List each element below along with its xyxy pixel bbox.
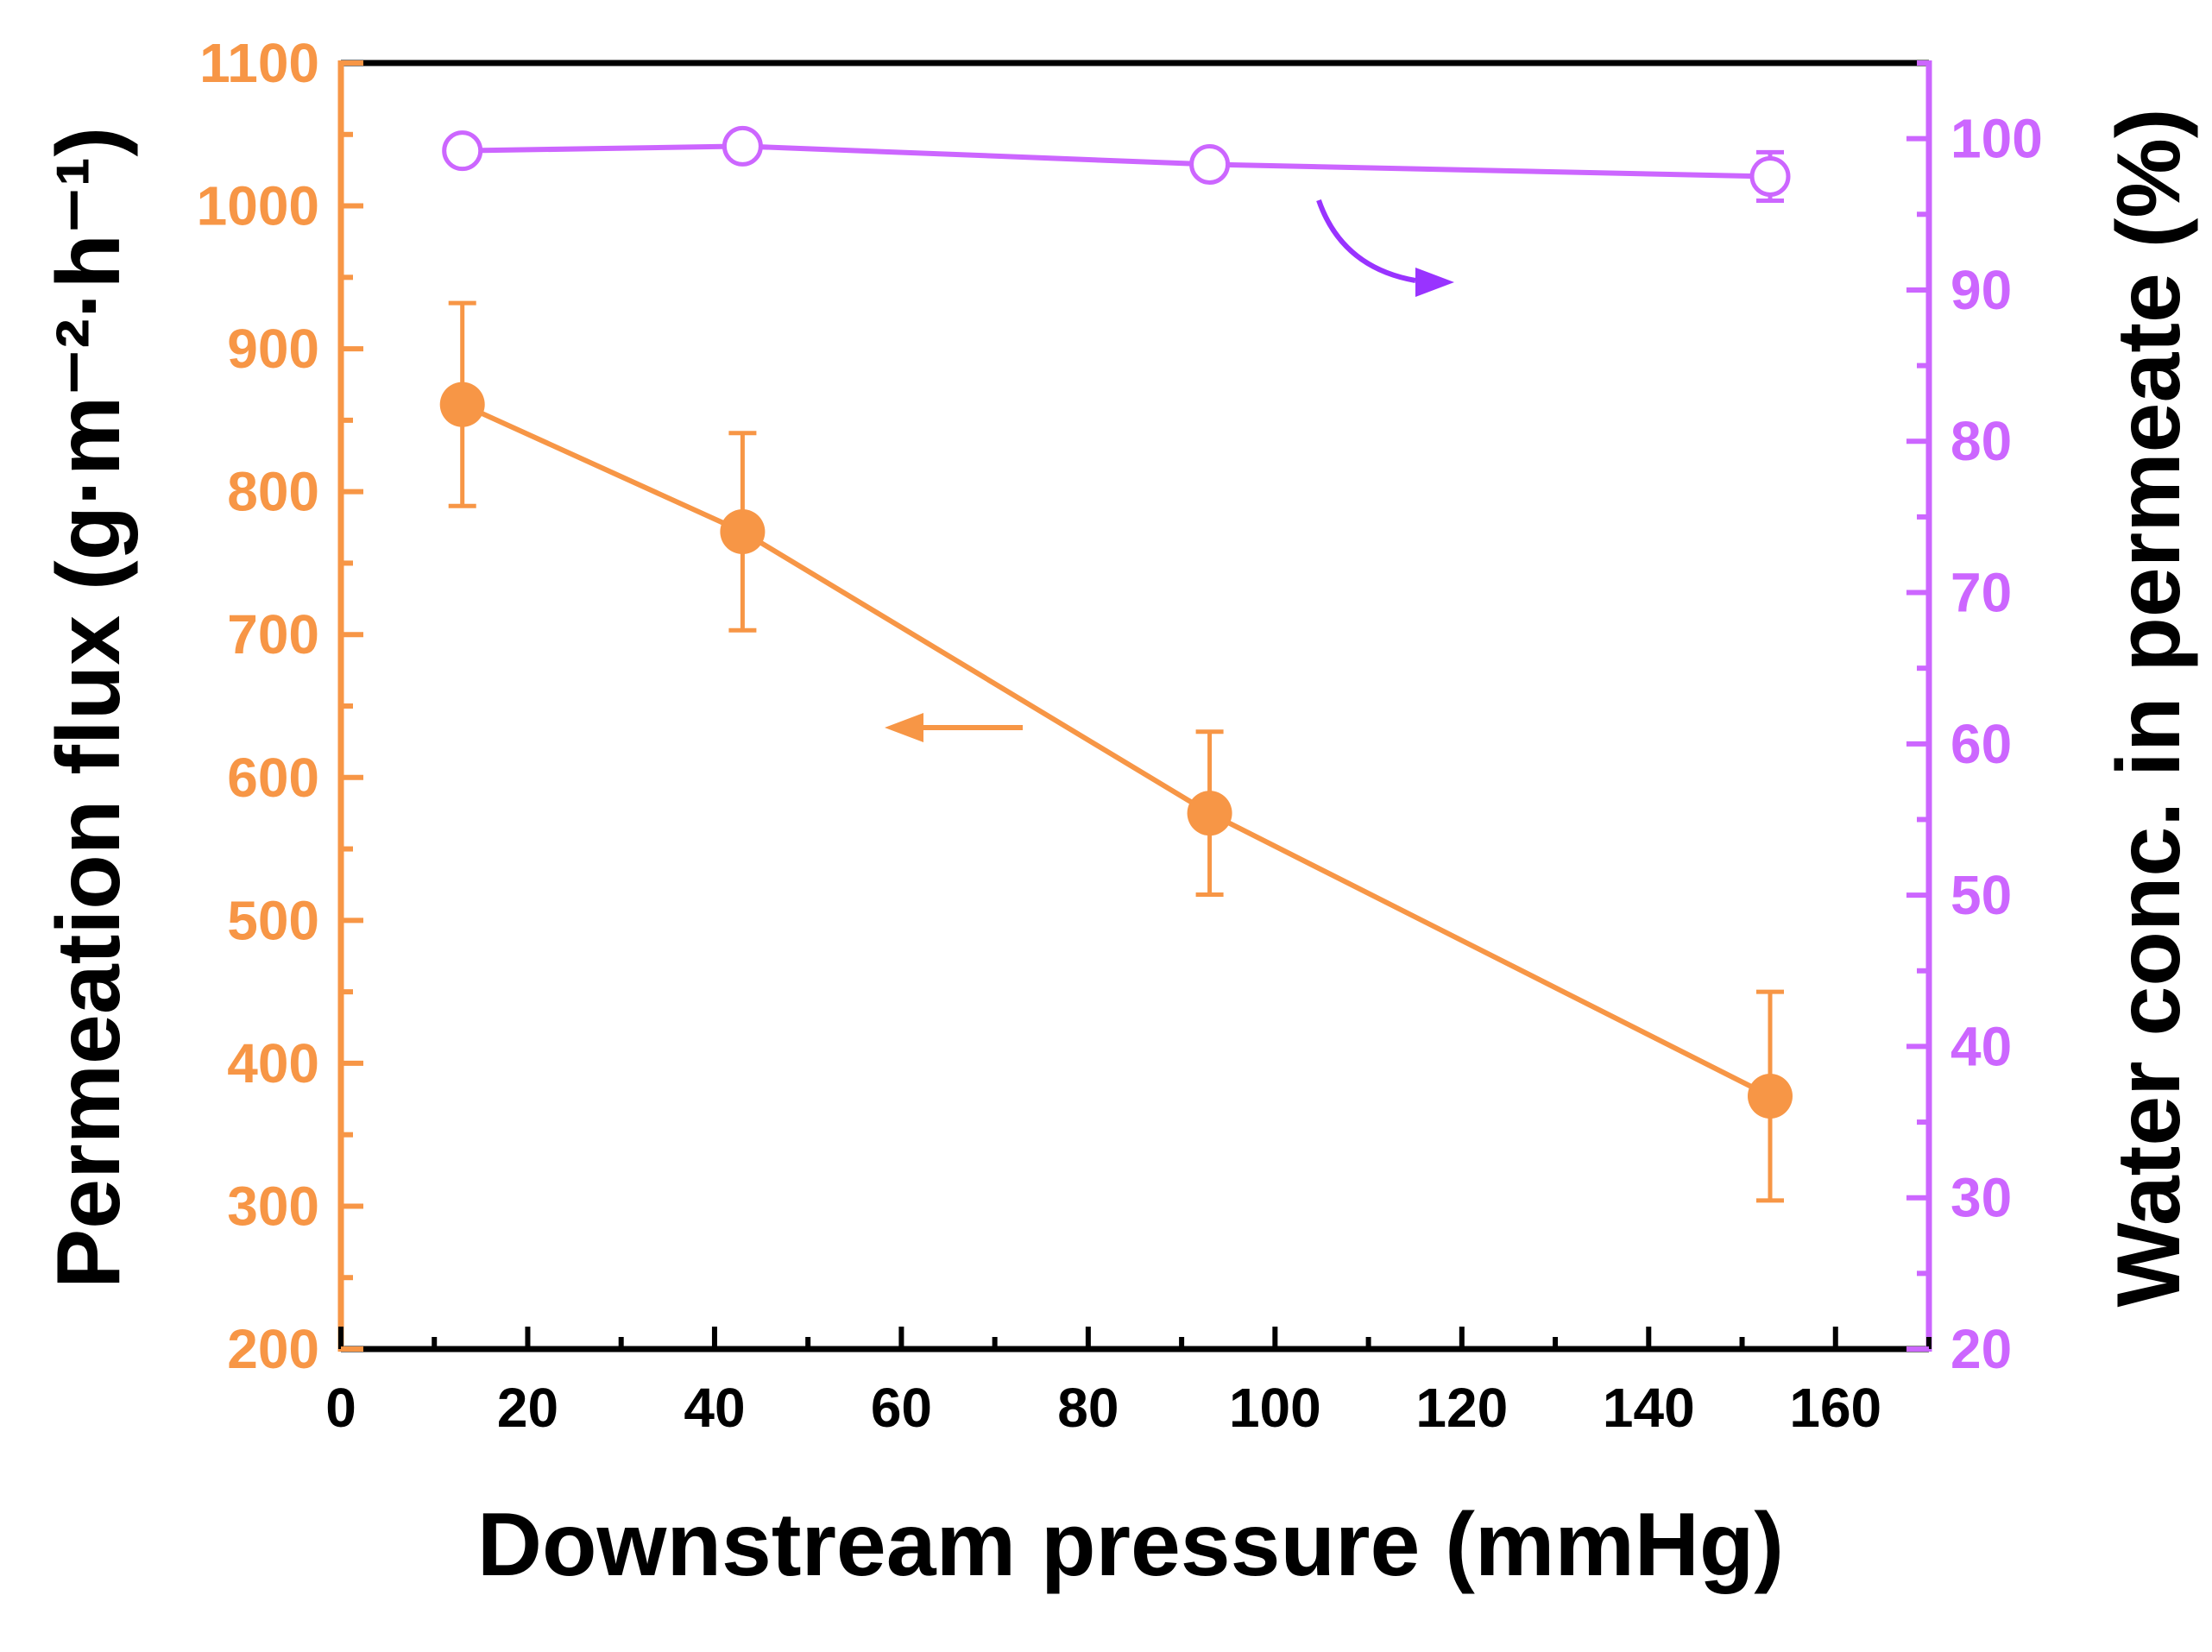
water-data-point — [1749, 155, 1791, 197]
x-tick-label: 20 — [497, 1377, 558, 1439]
water-data-point — [722, 125, 763, 167]
x-axis-title: Downstream pressure (mmHg) — [477, 1495, 1784, 1595]
left-tick-label: 400 — [227, 1032, 319, 1094]
series-layer — [439, 125, 1793, 1203]
right-pointing-arrowhead — [1415, 268, 1454, 297]
annotation-layer — [885, 199, 1454, 742]
x-tick-label: 100 — [1229, 1377, 1321, 1439]
right-tick-label: 40 — [1950, 1015, 2012, 1077]
x-tick-label: 160 — [1789, 1377, 1881, 1439]
left-pointing-arrowhead — [885, 713, 923, 742]
left-tick-label: 900 — [227, 318, 319, 380]
right-pointing-arrow-curve — [1316, 199, 1416, 283]
x-tick-label: 0 — [325, 1377, 356, 1439]
right-tick-label: 20 — [1950, 1318, 2012, 1380]
water-data-point — [1189, 143, 1231, 185]
x-tick-label: 40 — [684, 1377, 745, 1439]
x-tick-label: 140 — [1603, 1377, 1695, 1439]
right-tick-label: 70 — [1950, 562, 2012, 624]
left-tick-label: 1000 — [197, 175, 319, 237]
left-tick-label: 200 — [227, 1318, 319, 1380]
flux-series-line — [461, 401, 1772, 1099]
left-tick-label: 500 — [227, 889, 319, 951]
flux-data-point — [1748, 1073, 1793, 1119]
left-y-axis-title: Permeation flux (g·m⁻²·h⁻¹) — [39, 127, 139, 1289]
right-tick-label: 60 — [1950, 713, 2012, 775]
left-tick-label: 300 — [227, 1175, 319, 1237]
x-tick-label: 80 — [1057, 1377, 1119, 1439]
left-tick-label: 800 — [227, 461, 319, 523]
flux-data-point — [720, 509, 766, 555]
flux-data-point — [439, 381, 485, 427]
frame-layer — [337, 60, 1932, 1352]
flux-data-point — [1187, 791, 1232, 836]
ticks-layer: 0 20 40 60 80 100 120 140 160 200 300 400 500 600 700 8… — [197, 32, 2043, 1439]
water-series-line — [462, 143, 1771, 180]
right-tick-label: 80 — [1950, 410, 2012, 472]
right-tick-label: 50 — [1950, 864, 2012, 926]
right-tick-label: 90 — [1950, 259, 2012, 321]
right-tick-label: 30 — [1950, 1167, 2012, 1229]
x-tick-label: 120 — [1415, 1377, 1508, 1439]
right-y-axis-title: Water conc. in permeate (%) — [2099, 109, 2199, 1308]
left-tick-label: 600 — [227, 747, 319, 809]
x-tick-label: 60 — [871, 1377, 932, 1439]
water-data-point — [442, 130, 483, 172]
right-tick-label: 100 — [1950, 108, 2043, 170]
left-tick-label: 700 — [227, 603, 319, 665]
left-tick-label: 1100 — [199, 32, 319, 94]
